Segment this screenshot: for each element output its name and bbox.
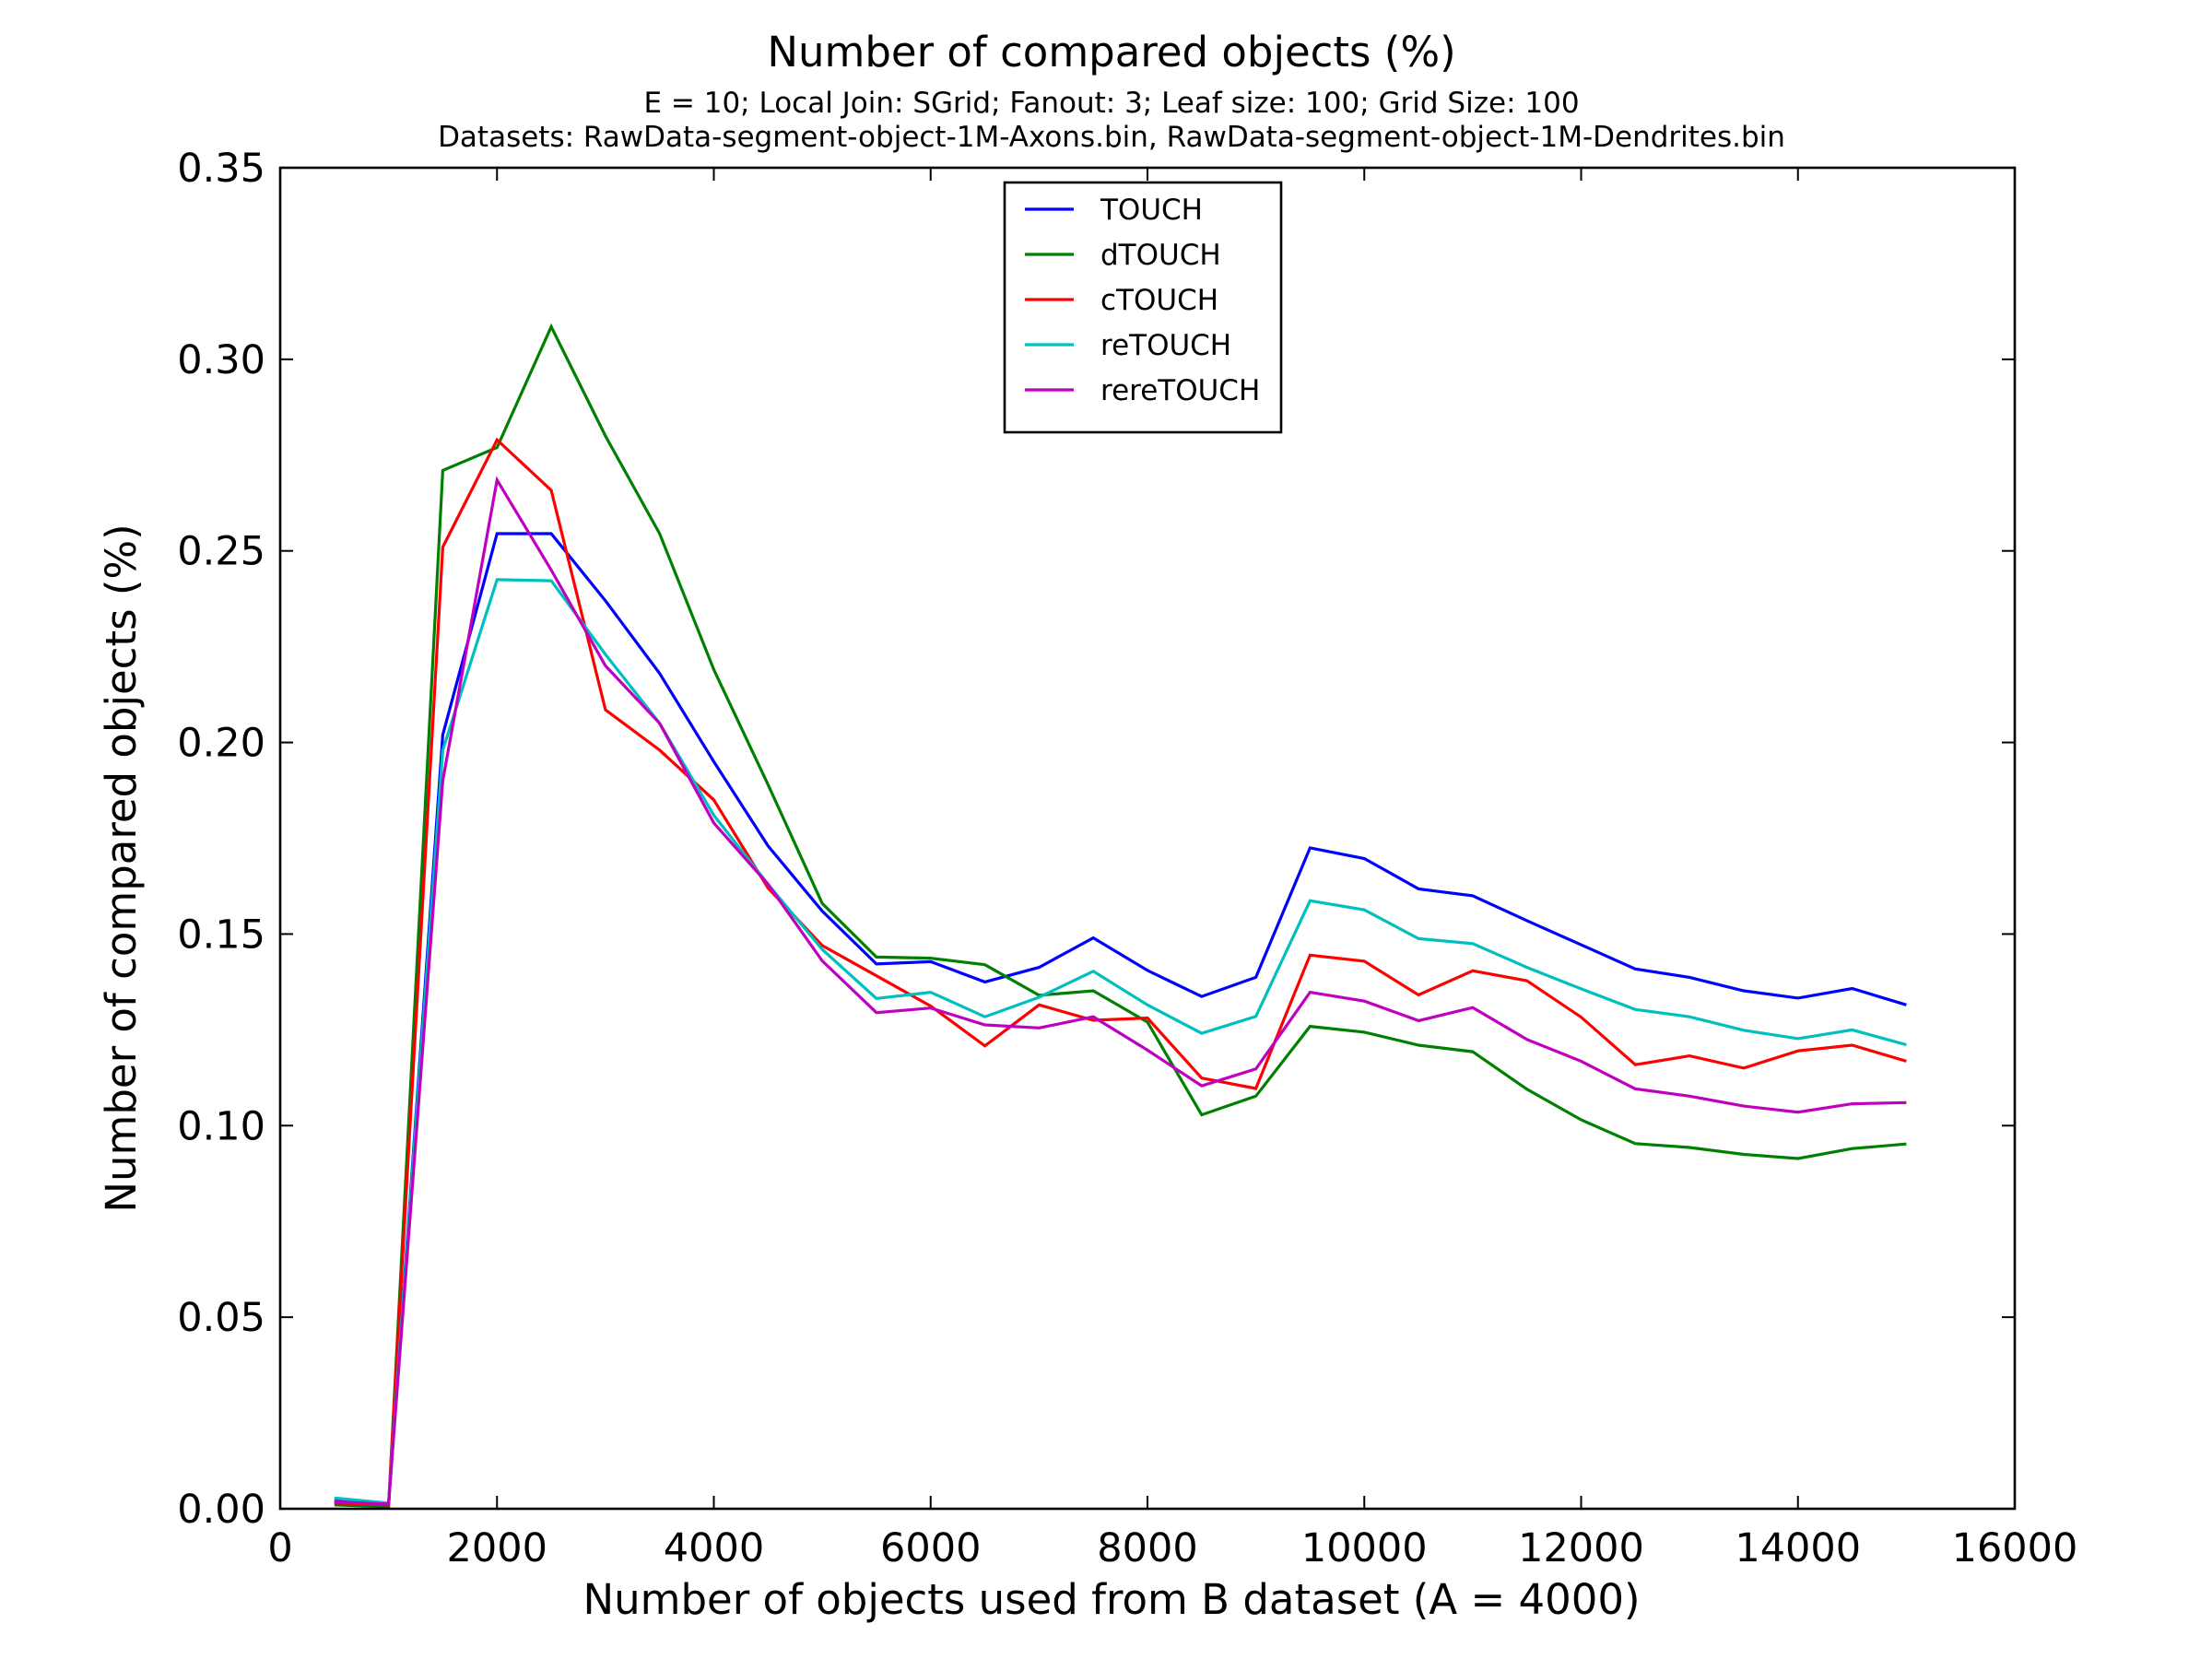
series-line-retouch xyxy=(334,578,1907,1505)
legend-label-dtouch: dTOUCH xyxy=(1100,239,1221,272)
y-tick-label: 0.25 xyxy=(177,529,265,575)
x-axis-label: Number of objects used from B dataset (A… xyxy=(582,1575,1640,1624)
x-tick-label: 12000 xyxy=(1518,1525,1644,1571)
y-tick-label: 0.15 xyxy=(177,912,265,958)
y-tick-label: 0.30 xyxy=(177,337,265,383)
x-tick-label: 14000 xyxy=(1735,1525,1861,1571)
x-tick-label: 4000 xyxy=(664,1525,764,1571)
series-layer xyxy=(334,323,1907,1509)
x-tick-label: 8000 xyxy=(1097,1525,1197,1571)
legend-label-touch: TOUCH xyxy=(1100,194,1203,227)
chart-title: Number of compared objects (%) xyxy=(767,28,1455,76)
y-tick-label: 0.05 xyxy=(177,1295,265,1341)
series-line-dtouch xyxy=(334,323,1907,1509)
legend: TOUCH dTOUCH cTOUCH reTOUCH rereTOUCH xyxy=(1003,181,1283,434)
x-tick-label: 2000 xyxy=(447,1525,547,1571)
series-line-reretouch xyxy=(334,476,1907,1506)
chart-subtitle-line-1: E = 10; Local Join: SGrid; Fanout: 3; Le… xyxy=(643,87,1579,120)
legend-label-reretouch: rereTOUCH xyxy=(1100,374,1260,407)
x-tick-label: 0 xyxy=(267,1525,292,1571)
y-tick-label: 0.10 xyxy=(177,1103,265,1149)
series-line-ctouch xyxy=(334,437,1907,1507)
y-axis-label: Number of compared objects (%) xyxy=(97,524,146,1212)
legend-label-ctouch: cTOUCH xyxy=(1100,284,1218,317)
legend-label-retouch: reTOUCH xyxy=(1100,329,1231,362)
axes: 0 2000 4000 6000 8000 10000 12000 14000 16000 0.0… xyxy=(177,146,2077,1571)
y-tick-label: 0.00 xyxy=(177,1487,265,1533)
chart-subtitle-line-2: Datasets: RawData-segment-object-1M-Axon… xyxy=(438,121,1785,154)
x-tick-label: 16000 xyxy=(1952,1525,2078,1571)
series-line-touch xyxy=(334,532,1907,1507)
y-tick-label: 0.35 xyxy=(177,146,265,192)
x-tick-label: 10000 xyxy=(1301,1525,1428,1571)
x-tick-label: 6000 xyxy=(880,1525,981,1571)
y-tick-label: 0.20 xyxy=(177,721,265,767)
